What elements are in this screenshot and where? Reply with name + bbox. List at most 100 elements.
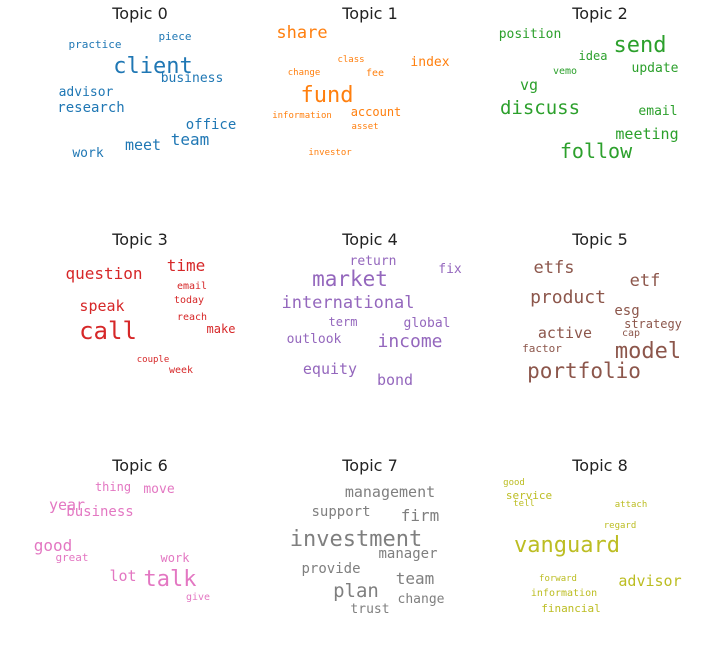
word-label: manager [378,546,438,562]
word-label: today [173,295,205,306]
word-label: esg [614,303,640,319]
word-label: couple [136,355,170,365]
word-label: idea [578,49,608,63]
word-label: term [328,315,358,329]
word-label: vg [519,76,539,94]
word-label: strategy [624,317,682,331]
word-label: product [530,287,606,308]
word-label: trust [350,602,390,617]
word-label: investment [289,527,423,552]
word-label: give [185,592,211,603]
panel-title: Topic 2 [572,4,628,23]
panel-title: Topic 4 [342,230,398,249]
word-label: work [160,551,190,565]
word-label: cap [621,328,641,339]
panel-title: Topic 3 [112,230,168,249]
word-label: management [344,483,436,501]
word-label: vemo [552,66,578,77]
word-label: model [614,339,682,364]
word-label: meeting [615,125,679,143]
word-label: year [48,496,86,514]
word-label: client [113,54,193,79]
word-label: change [287,68,321,78]
topic-panel: Topic 3 time question email today speak call re… [25,228,255,438]
word-label: regard [603,521,637,531]
word-label: send [613,33,667,58]
word-label: research [57,100,125,116]
word-label: meet [124,136,162,154]
word-label: team [170,130,210,149]
word-label: provide [301,561,361,577]
word-label: asset [351,122,379,132]
word-label: change [397,592,445,607]
word-label: account [350,105,402,119]
word-label: good [33,536,73,555]
word-label: follow [559,139,633,163]
word-label: position [498,27,562,42]
word-label: email [638,104,678,119]
word-label: advisor [618,572,682,590]
word-label: class [337,55,365,65]
word-label: equity [302,360,358,378]
word-label: financial [541,602,601,615]
word-label: discuss [499,97,581,119]
word-label: support [311,504,371,520]
word-label: great [55,551,89,564]
word-label: work [72,146,104,161]
word-label: thing [94,480,132,494]
word-label: bond [376,371,414,389]
word-label: practice [68,38,122,51]
word-label: income [377,331,443,352]
word-label: lot [109,567,137,585]
word-label: tell [513,499,535,509]
word-label: week [168,365,194,376]
word-label: time [166,256,206,275]
word-label: return [349,254,397,269]
word-label: share [276,23,328,43]
word-label: question [65,264,143,283]
panel-title: Topic 7 [342,456,398,475]
panel-title: Topic 0 [112,4,168,23]
word-label: attach [614,500,648,510]
word-label: index [410,55,450,70]
word-label: call [79,317,137,345]
panel-title: Topic 1 [342,4,398,23]
word-label: piece [158,30,192,43]
topic-panel: Topic 5 etfs etf product esg strategy cap activ… [485,228,712,438]
word-label: etf [629,271,661,291]
word-label: factor [522,342,562,355]
word-label: talk [143,567,197,592]
word-label: international [281,293,415,313]
word-label: information [272,111,332,121]
word-label: business [66,504,134,520]
word-label: information [530,588,598,599]
word-label: update [631,61,679,76]
topic-wordcloud-grid: Topic 0 piece practice client business adviso… [25,2,712,616]
panel-title: Topic 5 [572,230,628,249]
topic-panel: Topic 1 share class index change fee fund accou… [255,2,485,212]
word-label: firm [400,506,440,525]
word-label: etfs [533,258,575,278]
topic-panel: Topic 7 management support firm investment ma… [255,454,485,664]
word-label: vanguard [514,533,620,558]
word-label: plan [333,580,379,602]
word-label: forward [539,574,577,584]
panel-title: Topic 6 [112,456,168,475]
topic-panel: Topic 0 piece practice client business adviso… [25,2,255,212]
topic-panel: Topic 2 position send idea vemo update vg discu… [485,2,712,212]
word-label: investor [308,148,352,158]
topic-panel: Topic 6 thing move year business good great wor… [25,454,255,664]
word-label: fund [300,83,354,108]
topic-panel: Topic 4 return fix market international term g… [255,228,485,438]
word-label: move [143,482,175,497]
word-label: active [537,324,593,342]
word-label: global [403,316,451,331]
word-label: portfolio [527,359,641,383]
word-label: email [176,281,208,292]
word-label: service [505,489,553,502]
word-label: good [503,478,525,488]
word-label: speak [79,297,125,315]
word-label: make [206,322,236,336]
word-label: team [395,569,435,588]
word-label: advisor [58,85,114,100]
